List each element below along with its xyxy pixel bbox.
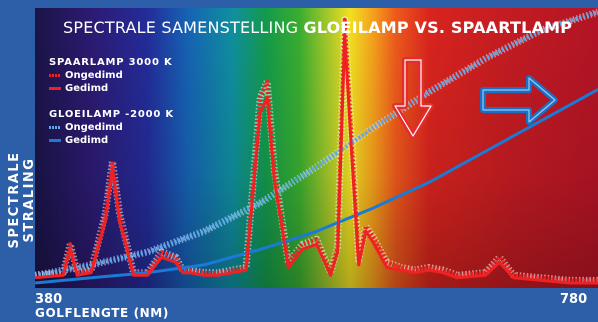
series-line-gloeilamp-ongedimd xyxy=(35,10,598,278)
series-line-gloeilamp-gedimd xyxy=(35,88,598,285)
legend-label: Ongedimd xyxy=(65,122,123,133)
arrow-down-annotation xyxy=(392,57,434,139)
arrow-right-annotation xyxy=(480,75,558,125)
chart-title-regular: SPECTRALE SAMENSTELLING xyxy=(63,18,304,37)
legend-swatch-solid xyxy=(49,139,61,142)
legend-title-gloeilamp: GLOEILAMP -2000 K xyxy=(49,109,174,120)
legend-swatch-dotted xyxy=(49,74,61,77)
legend-spaarlamp: SPAARLAMP 3000 K Ongedimd Gedimd xyxy=(49,56,173,95)
legend-entry-spaarlamp-gedimd: Gedimd xyxy=(49,82,173,95)
legend-gloeilamp: GLOEILAMP -2000 K Ongedimd Gedimd xyxy=(49,108,174,147)
x-tick-label: 780 xyxy=(560,292,588,307)
plot-area: SPECTRALE SAMENSTELLING GLOEILAMP VS. SP… xyxy=(35,8,598,288)
y-axis-label: SPECTRALE STRALING xyxy=(7,151,37,249)
x-axis-label: GOLFLENGTE (NM) xyxy=(35,306,169,320)
spectrum-chart xyxy=(35,8,598,288)
legend-swatch-dotted xyxy=(49,126,61,129)
legend-label: Ongedimd xyxy=(65,70,123,81)
legend-title-spaarlamp: SPAARLAMP 3000 K xyxy=(49,57,173,68)
legend-entry-gloeilamp-gedimd: Gedimd xyxy=(49,134,174,147)
legend-swatch-solid xyxy=(49,87,61,90)
legend-label: Gedimd xyxy=(65,135,109,146)
chart-title-bold: GLOEILAMP VS. SPAARTLAMP xyxy=(303,18,573,37)
series-line-spaarlamp-ongedimd xyxy=(35,17,598,283)
chart-title: SPECTRALE SAMENSTELLING GLOEILAMP VS. SP… xyxy=(63,18,572,37)
x-tick-label: 380 xyxy=(35,292,63,307)
series-line-spaarlamp-gedimd xyxy=(35,33,598,285)
legend-entry-gloeilamp-ongedimd: Ongedimd xyxy=(49,121,174,134)
legend-entry-spaarlamp-ongedimd: Ongedimd xyxy=(49,69,173,82)
legend-label: Gedimd xyxy=(65,83,109,94)
